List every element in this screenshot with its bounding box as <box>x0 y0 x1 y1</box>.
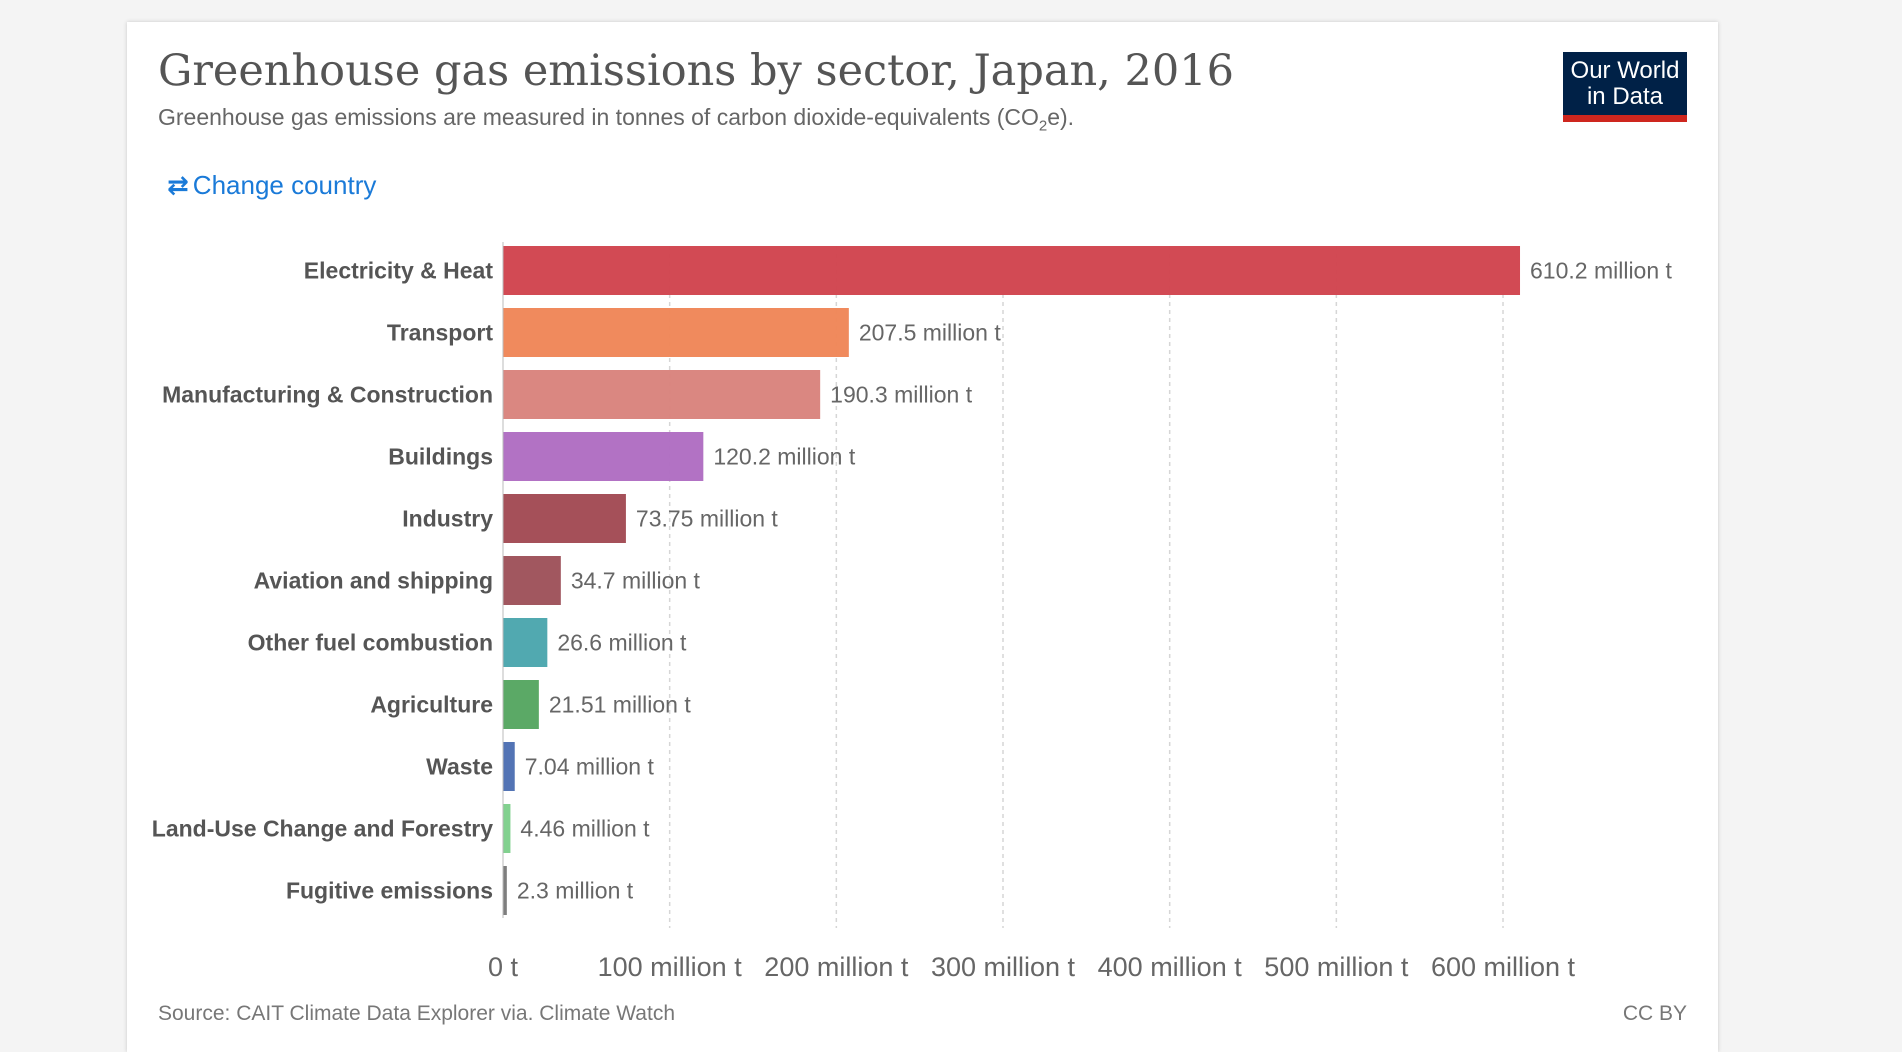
category-label: Agriculture <box>370 692 493 718</box>
bar[interactable] <box>503 432 704 481</box>
value-label: 4.46 million t <box>520 816 650 842</box>
bar-chart: Electricity & Heat 610.2 million t Transpo… <box>152 242 1673 982</box>
value-label: 21.51 million t <box>549 692 692 718</box>
bar[interactable] <box>503 618 548 667</box>
subtitle-text: Greenhouse gas emissions are measured in… <box>158 104 1039 130</box>
value-label: 34.7 million t <box>571 568 701 594</box>
value-label: 7.04 million t <box>525 754 655 780</box>
category-label: Industry <box>402 506 493 532</box>
chart-title: Greenhouse gas emissions by sector, Japa… <box>158 46 1234 96</box>
logo-line-2: in Data <box>1586 83 1664 110</box>
source-note: Source: CAIT Climate Data Explorer via. … <box>158 1002 676 1025</box>
value-label: 26.6 million t <box>557 630 687 656</box>
x-tick-label: 500 million t <box>1264 952 1409 982</box>
category-label: Waste <box>426 754 493 780</box>
bar[interactable] <box>503 494 626 543</box>
bar[interactable] <box>503 308 849 357</box>
category-label: Buildings <box>388 444 493 470</box>
bar[interactable] <box>503 742 515 791</box>
chart-subtitle: Greenhouse gas emissions are measured in… <box>158 104 1074 135</box>
category-label: Manufacturing & Construction <box>162 382 493 408</box>
value-label: 73.75 million t <box>636 506 779 532</box>
category-label: Fugitive emissions <box>286 878 493 904</box>
x-tick-label: 100 million t <box>598 952 743 982</box>
category-label: Land-Use Change and Forestry <box>152 816 493 842</box>
value-label: 207.5 million t <box>859 320 1002 346</box>
x-tick-label: 300 million t <box>931 952 1076 982</box>
bar[interactable] <box>503 866 507 915</box>
logo-line-1: Our World <box>1570 57 1680 84</box>
x-tick-label: 200 million t <box>764 952 909 982</box>
bar[interactable] <box>503 370 821 419</box>
owid-logo[interactable]: Our World in Data <box>1563 52 1687 122</box>
subtitle-suffix: e). <box>1047 104 1075 130</box>
bar[interactable] <box>503 680 539 729</box>
swap-arrows-icon: ⇄ <box>167 170 189 200</box>
value-label: 190.3 million t <box>830 382 973 408</box>
change-country-button[interactable]: ⇄ Change country <box>167 170 376 201</box>
value-label: 120.2 million t <box>713 444 856 470</box>
category-label: Transport <box>387 320 493 346</box>
category-label: Other fuel combustion <box>248 630 493 656</box>
value-label: 610.2 million t <box>1530 258 1673 284</box>
license-link[interactable]: CC BY <box>1622 1002 1687 1025</box>
x-tick-label: 0 t <box>488 952 519 982</box>
value-label: 2.3 million t <box>517 878 634 904</box>
change-country-label: Change country <box>192 170 377 200</box>
subtitle-subscript: 2 <box>1038 117 1048 135</box>
category-label: Electricity & Heat <box>304 258 494 284</box>
bar[interactable] <box>503 556 561 605</box>
x-tick-label: 400 million t <box>1098 952 1243 982</box>
bar[interactable] <box>503 246 1521 295</box>
chart-card: Greenhouse gas emissions by sector, Japa… <box>127 22 1718 1052</box>
bar[interactable] <box>503 804 511 853</box>
category-label: Aviation and shipping <box>254 568 493 594</box>
x-tick-label: 600 million t <box>1431 952 1576 982</box>
